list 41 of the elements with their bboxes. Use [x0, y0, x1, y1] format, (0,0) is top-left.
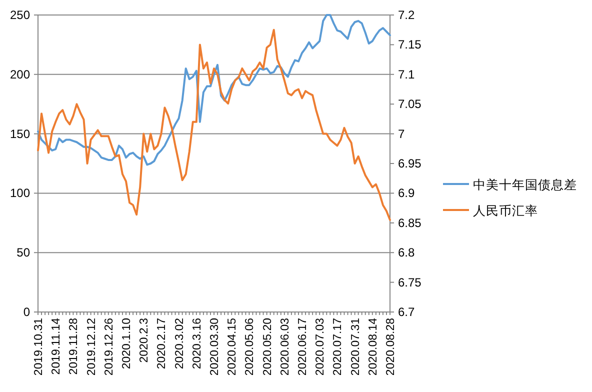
y2-tick-label: 6.8: [398, 246, 416, 260]
x-tick-label: 2020.07.31: [350, 318, 362, 376]
y2-tick-label: 7.15: [398, 38, 422, 52]
y2-tick-label: 6.75: [398, 275, 422, 290]
x-tick-label: 2020.3.16: [191, 318, 204, 370]
y-tick-label: 0: [23, 305, 30, 319]
y2-tick-label: 6.85: [398, 216, 422, 230]
y2-tick-label: 7: [398, 126, 405, 141]
legend-label: 中美十年国债息差: [473, 177, 577, 192]
x-tick-label: 2020.2.3: [138, 318, 151, 363]
y2-tick-label: 6.9: [398, 186, 416, 200]
x-tick-label: 2020.06.17: [297, 318, 309, 376]
line-series: [37, 28, 391, 221]
y2-tick-label: 7.1: [398, 67, 416, 82]
y2-tick-label: 7.2: [398, 8, 416, 22]
x-tick-label: 2020.08.14: [367, 317, 380, 376]
y2-tick-label: 7.05: [398, 97, 422, 112]
x-tick-label: 2020.06.03: [279, 318, 292, 376]
x-tick-label: 2019.12.12: [86, 318, 98, 376]
x-tick-label: 2020.3.02: [174, 318, 186, 370]
x-tick-label: 2020.07.03: [314, 318, 327, 376]
x-tick-label: 2020.05.20: [262, 318, 274, 376]
x-tick-label: 2020.1.10: [121, 318, 133, 370]
y-tick-label: 250: [10, 8, 30, 22]
x-tick-label: 2020.08.28: [385, 318, 397, 376]
y-tick-label: 150: [10, 126, 30, 141]
x-tick-label: 2019.10.31: [33, 318, 45, 376]
x-tick-label: 2020.04.15: [226, 318, 239, 376]
x-tick-label: 2020.07.17: [332, 318, 344, 376]
x-tick-label: 2020.2.17: [156, 318, 168, 370]
y2-tick-label: 6.7: [398, 305, 416, 319]
x-tick-label: 2019.12.26: [103, 318, 116, 376]
x-tick-label: 2019.11.14: [50, 317, 63, 375]
y-tick-label: 100: [10, 186, 30, 200]
y-tick-label: 200: [10, 67, 30, 82]
legend-label: 人民币汇率: [473, 203, 538, 218]
y2-tick-label: 6.95: [398, 156, 422, 170]
x-tick-label: 2020.05.06: [244, 318, 256, 376]
y-tick-label: 50: [16, 246, 30, 260]
x-tick-label: 2019.11.28: [68, 318, 80, 375]
x-tick-label: 2020.03.30: [209, 318, 221, 376]
